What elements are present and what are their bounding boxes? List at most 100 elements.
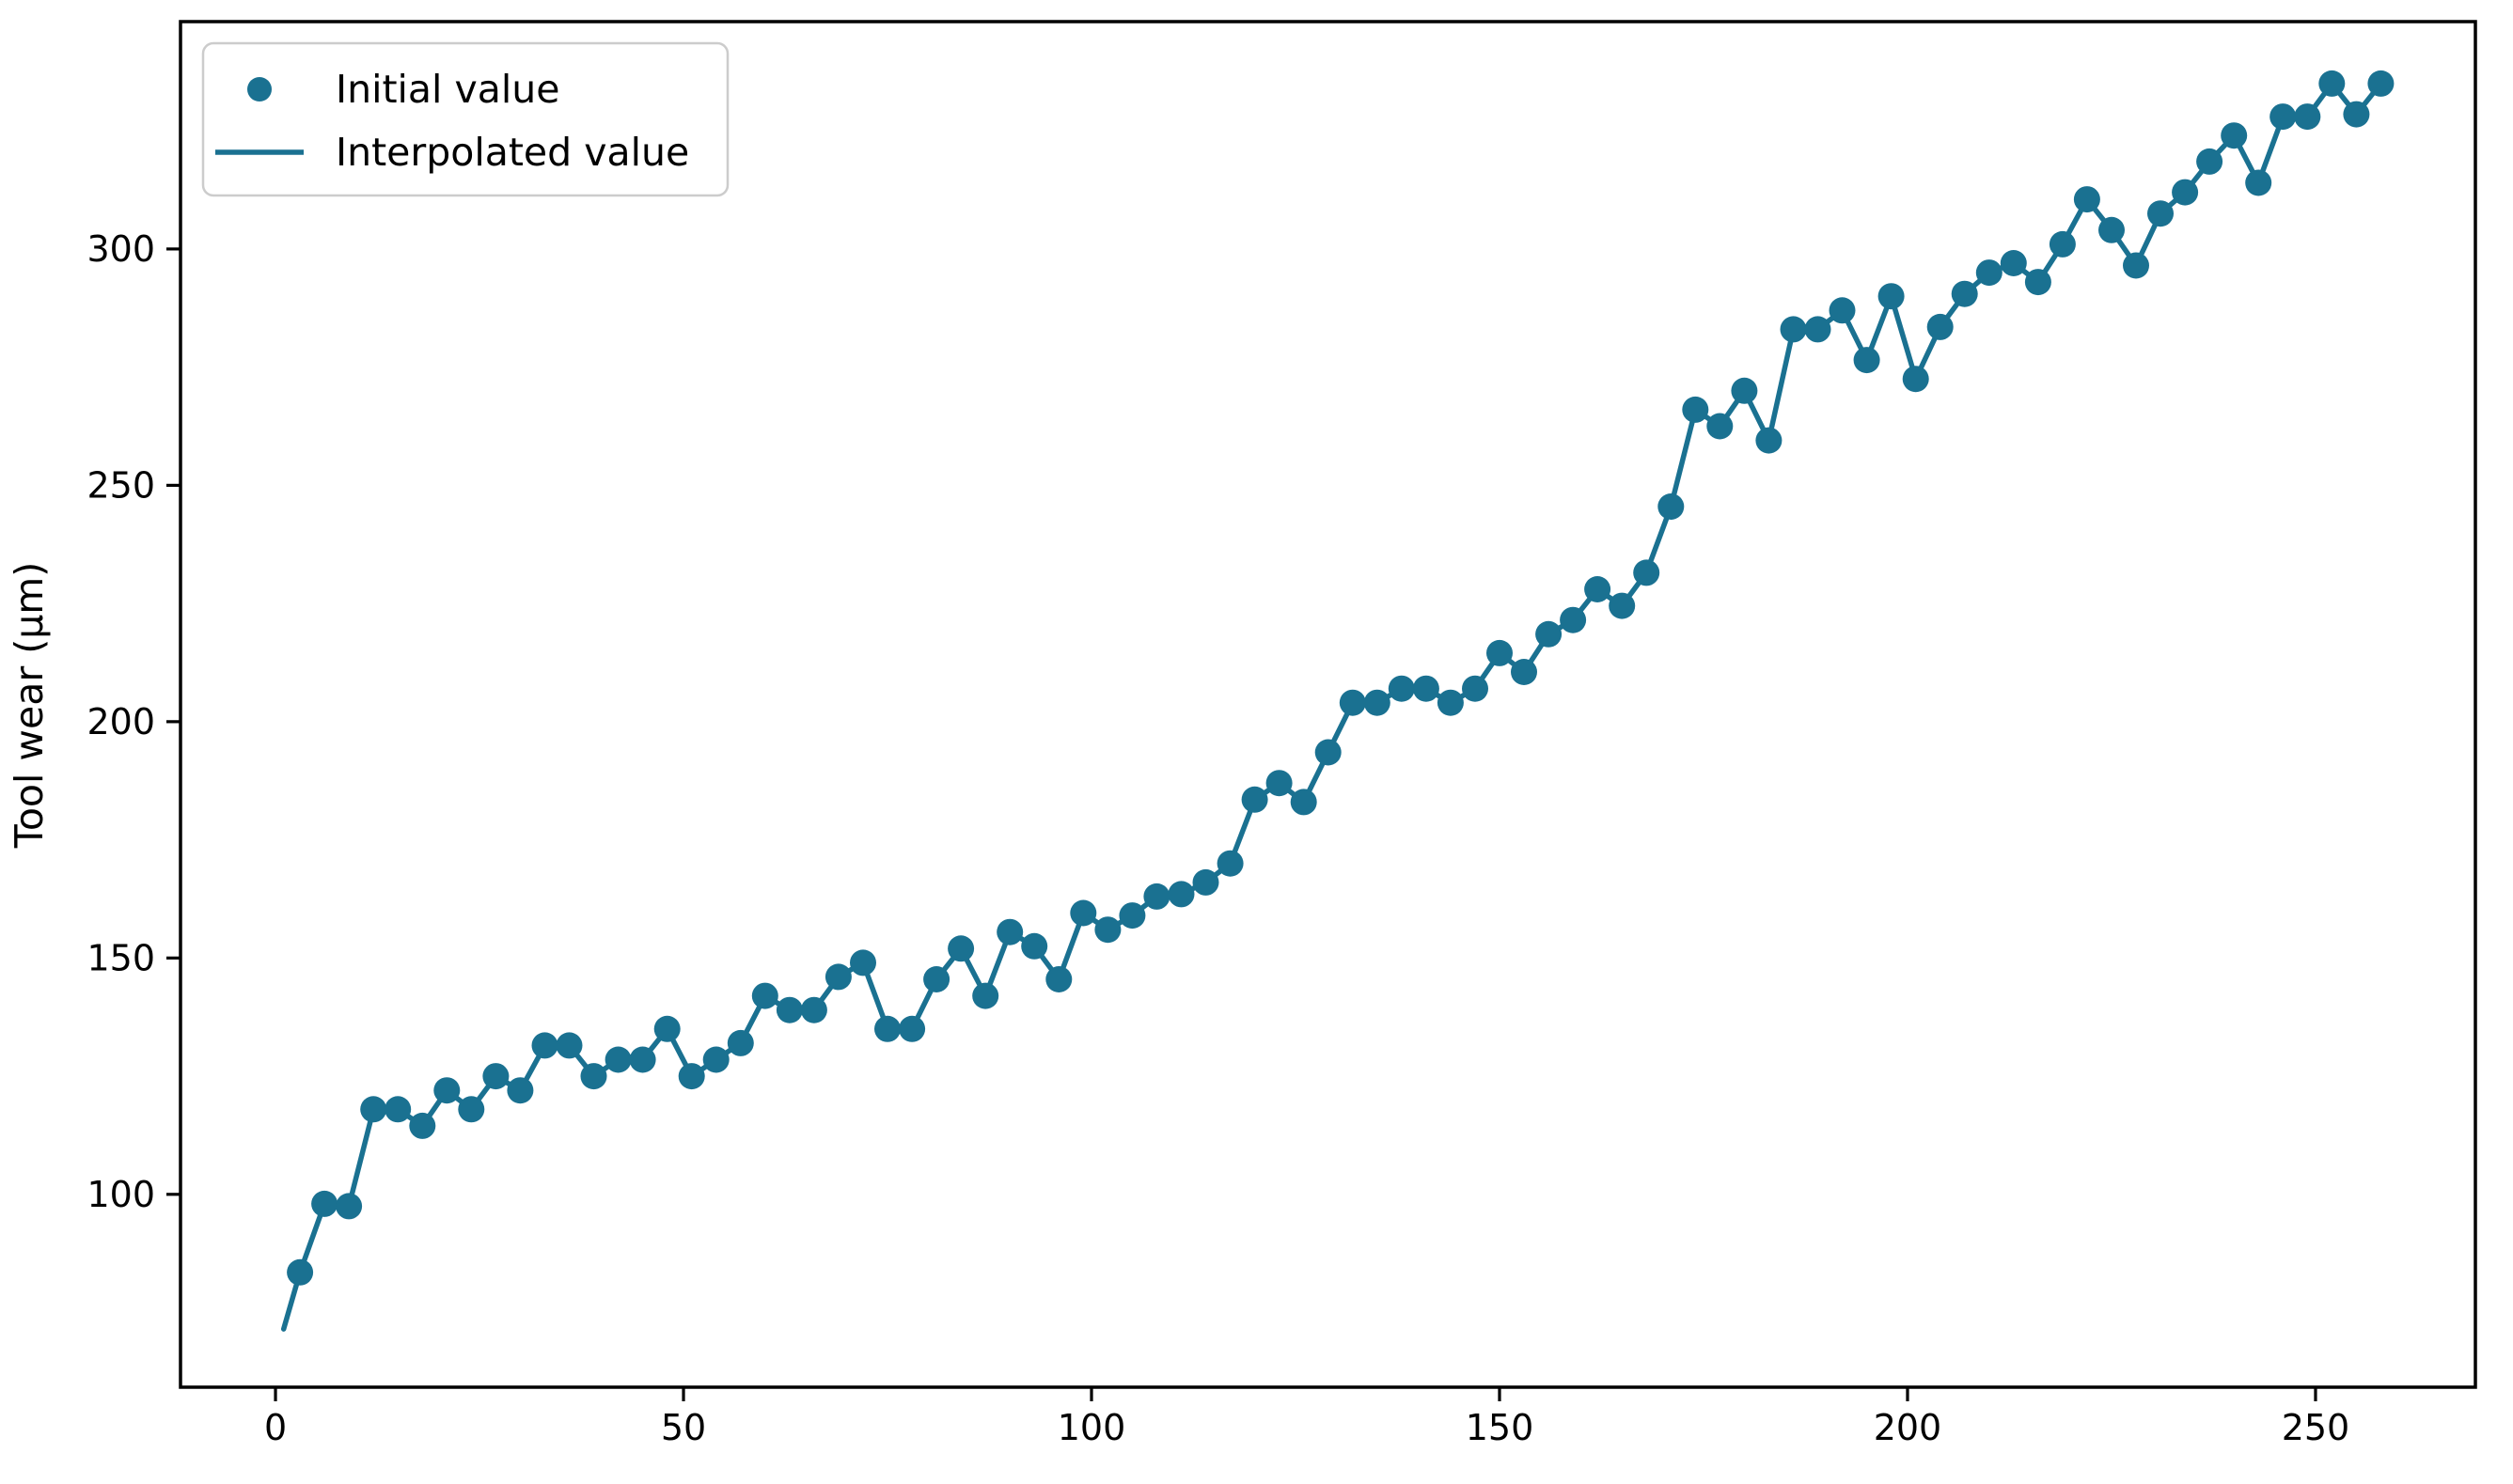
initial-value-point xyxy=(653,1015,681,1042)
initial-value-point xyxy=(923,966,950,992)
x-tick-label: 200 xyxy=(1874,1407,1942,1448)
initial-value-point xyxy=(1511,659,1537,685)
initial-value-point xyxy=(1143,883,1170,910)
initial-value-point xyxy=(997,918,1024,945)
initial-value-point xyxy=(287,1258,314,1286)
x-tick-label: 0 xyxy=(264,1407,287,1448)
initial-value-point xyxy=(1462,675,1488,702)
initial-value-point xyxy=(580,1063,607,1090)
initial-value-point xyxy=(1877,283,1905,310)
initial-value-point xyxy=(2221,122,2248,149)
initial-value-point xyxy=(1265,770,1293,797)
legend-label-interpolated-value: Interpolated value xyxy=(336,130,689,175)
initial-value-point xyxy=(360,1096,387,1123)
plot-area xyxy=(179,20,2477,1389)
initial-value-point xyxy=(2123,252,2149,279)
initial-value-point xyxy=(2343,101,2370,128)
initial-value-point xyxy=(972,982,999,1009)
initial-value-point xyxy=(556,1032,583,1059)
initial-value-point xyxy=(605,1046,632,1073)
x-tick-label: 250 xyxy=(2282,1407,2350,1448)
initial-value-point xyxy=(1241,786,1268,813)
initial-value-point xyxy=(727,1029,754,1056)
initial-value-point xyxy=(1437,689,1464,716)
initial-value-point xyxy=(1486,639,1513,666)
initial-value-point xyxy=(800,996,827,1023)
initial-value-point xyxy=(1388,675,1415,702)
legend-label-initial-value: Initial value xyxy=(336,67,559,112)
data-layer xyxy=(280,70,2395,1332)
initial-value-point xyxy=(1731,377,1758,404)
initial-value-point xyxy=(1755,427,1783,454)
initial-value-point xyxy=(1706,413,1734,440)
initial-value-point xyxy=(482,1063,510,1090)
initial-value-point xyxy=(385,1096,412,1123)
initial-value-point xyxy=(1829,297,1856,324)
initial-value-point xyxy=(2024,269,2051,296)
initial-value-point xyxy=(1119,902,1146,929)
initial-value-point xyxy=(311,1190,338,1217)
initial-value-point xyxy=(751,982,778,1009)
initial-value-point xyxy=(678,1063,705,1090)
initial-value-point xyxy=(1363,689,1390,716)
initial-value-point xyxy=(1633,559,1660,586)
y-tick-label: 150 xyxy=(86,937,155,978)
initial-value-point xyxy=(1657,493,1685,520)
initial-value-point xyxy=(1584,576,1611,602)
initial-value-point xyxy=(433,1077,461,1104)
initial-value-point xyxy=(1560,606,1587,633)
initial-value-point xyxy=(2318,70,2346,97)
initial-value-point xyxy=(948,935,975,962)
initial-value-point xyxy=(2147,200,2174,227)
initial-value-point xyxy=(507,1077,534,1104)
initial-value-point xyxy=(1412,675,1439,702)
initial-value-point xyxy=(1314,739,1342,766)
initial-value-point xyxy=(1780,316,1807,343)
initial-value-point xyxy=(1168,881,1195,908)
initial-value-point xyxy=(1853,347,1880,374)
initial-value-point xyxy=(1290,789,1317,816)
initial-value-point xyxy=(1021,932,1048,960)
y-tick-label: 200 xyxy=(86,701,155,742)
legend-scatter-marker-icon xyxy=(247,77,272,102)
y-tick-label: 300 xyxy=(86,228,155,270)
initial-value-point xyxy=(825,963,852,991)
initial-value-point xyxy=(776,996,803,1023)
initial-value-point xyxy=(2294,103,2321,131)
x-tick-label: 150 xyxy=(1466,1407,1534,1448)
x-tick-label: 100 xyxy=(1058,1407,1126,1448)
initial-value-point xyxy=(2098,216,2125,243)
legend: Initial value Interpolated value xyxy=(201,41,730,197)
initial-value-point xyxy=(629,1046,656,1073)
initial-value-point xyxy=(1926,313,1954,340)
initial-value-point xyxy=(2196,148,2223,175)
initial-value-point xyxy=(2245,169,2272,196)
legend-box xyxy=(201,41,730,197)
initial-value-point xyxy=(409,1112,436,1139)
initial-value-point xyxy=(1902,366,1929,393)
x-tick-label: 50 xyxy=(661,1407,706,1448)
initial-value-point xyxy=(2367,70,2395,97)
initial-value-point xyxy=(1609,592,1636,619)
initial-value-point xyxy=(1339,689,1366,716)
initial-value-point xyxy=(850,949,876,976)
initial-value-point xyxy=(1192,868,1219,896)
initial-value-point xyxy=(2073,186,2100,213)
x-axis: 0 50 100 150 200 250 xyxy=(264,1387,2349,1448)
y-tick-label: 100 xyxy=(86,1174,155,1215)
initial-value-point xyxy=(1804,316,1831,343)
initial-value-point xyxy=(899,1015,926,1042)
initial-value-point xyxy=(2000,250,2027,276)
initial-value-point xyxy=(1682,396,1709,423)
initial-value-point xyxy=(336,1193,363,1220)
initial-value-point xyxy=(1535,620,1563,648)
initial-value-point xyxy=(2049,230,2076,258)
initial-value-point xyxy=(1975,259,2003,287)
y-tick-label: 250 xyxy=(86,464,155,506)
initial-value-point xyxy=(1951,280,1978,307)
initial-value-point xyxy=(458,1096,485,1123)
initial-value-point xyxy=(2270,103,2297,131)
y-axis-label: Tool wear (μm) xyxy=(7,562,52,849)
